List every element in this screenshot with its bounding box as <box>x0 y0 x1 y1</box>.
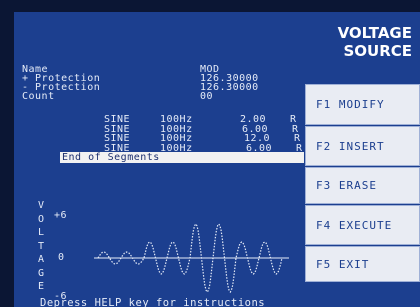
y-tick-label: 0 <box>58 253 65 263</box>
field-value: 00 <box>200 92 213 102</box>
function-key[interactable]: F5 EXIT <box>305 246 420 282</box>
y-tick-label: +6 <box>54 211 67 221</box>
axis-letter: O <box>38 215 45 225</box>
field-label: Count <box>22 92 55 102</box>
axis-letter: T <box>38 242 45 252</box>
page: {"header": {"title_line1": "VOLTAGE", "t… <box>0 0 420 307</box>
screen-title: SOURCE <box>343 42 412 60</box>
function-key[interactable]: F1 MODIFY <box>305 84 420 125</box>
function-key[interactable]: F3 ERASE <box>305 167 420 204</box>
help-hint: Depress HELP key for instructions <box>40 298 265 307</box>
axis-letter: L <box>38 228 45 238</box>
axis-letter: A <box>38 255 45 265</box>
end-of-segments[interactable]: End of Segments <box>60 152 304 163</box>
function-key[interactable]: F4 EXECUTE <box>305 205 420 245</box>
screen-title: VOLTAGE <box>338 24 412 42</box>
axis-letter: E <box>38 282 45 292</box>
axis-letter: V <box>38 201 45 211</box>
axis-letter: G <box>38 269 45 279</box>
function-key[interactable]: F2 INSERT <box>305 126 420 166</box>
